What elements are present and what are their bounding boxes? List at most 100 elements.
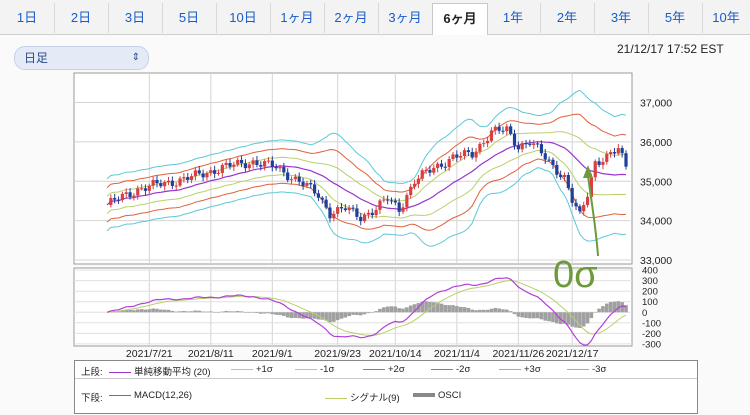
x-tick-label: 2021/11/26	[492, 348, 544, 360]
osci-bar	[362, 312, 367, 315]
candle-body	[239, 159, 244, 164]
candle-body	[116, 199, 121, 201]
osci-bar	[481, 309, 486, 313]
candle-body	[559, 174, 563, 178]
tab-0[interactable]: 1日	[0, 3, 55, 33]
upper-y-ticks: 37,000 36,000 35,000 34,000 33,000	[640, 98, 672, 268]
legend-item-minus2: -2σ	[431, 364, 470, 375]
osci-bar	[604, 303, 609, 313]
osci-bar	[243, 312, 248, 313]
candle-body	[155, 179, 159, 184]
osci-bar	[435, 302, 440, 313]
candle-body	[170, 180, 174, 186]
tab-1[interactable]: 2日	[54, 3, 109, 33]
candle-body	[489, 130, 494, 141]
upper-y-tick-label: 37,000	[640, 98, 672, 110]
osci-bar	[128, 309, 132, 313]
candle-body	[247, 164, 251, 169]
candle-body	[313, 184, 317, 194]
osci-bar	[597, 308, 601, 313]
osci-bar	[266, 312, 271, 314]
candle-body	[339, 207, 344, 209]
osci-bar	[501, 309, 505, 313]
candle-body	[393, 200, 397, 203]
osci-bar	[174, 311, 178, 313]
osci-bar	[478, 309, 482, 313]
candle-body	[532, 143, 536, 146]
candle-body	[505, 126, 509, 132]
osci-bar	[616, 301, 621, 313]
chart-legend: 上段: 単純移動平均 (20) +1σ -1σ +2σ -2σ +3σ -3σ …	[74, 360, 698, 414]
lower-y-tick-label: -300	[642, 339, 661, 350]
candle-body	[347, 207, 351, 211]
osci-bar	[466, 307, 471, 313]
candle-body	[386, 199, 390, 201]
osci-bar	[262, 312, 267, 314]
candle-body	[482, 143, 486, 145]
tab-11[interactable]: 3年	[594, 3, 649, 33]
candle-body	[451, 154, 455, 160]
osci-bar	[443, 304, 448, 313]
osci-bar	[193, 310, 198, 313]
candle-body	[324, 199, 328, 208]
period-select[interactable]: 日足 ⇕	[14, 46, 149, 70]
osci-bar	[497, 308, 501, 313]
tab-4[interactable]: 10日	[216, 3, 271, 33]
candle-body	[509, 126, 513, 134]
candle-body	[166, 180, 171, 183]
tab-12[interactable]: 5年	[648, 3, 703, 33]
candle-body	[570, 187, 574, 203]
candle-body	[405, 195, 409, 208]
candle-body	[528, 144, 532, 146]
osci-bar	[224, 310, 228, 313]
osci-bar	[378, 308, 382, 313]
stock-chart: 37,000 36,000 35,000 34,000 33,000 400300200…	[73, 72, 672, 360]
osci-bar	[285, 312, 290, 318]
annotation-label: 0σ	[553, 254, 598, 296]
candle-body	[578, 206, 582, 212]
x-ticks: 2021/7/21 2021/8/11 2021/9/1 2021/9/23 2021/…	[126, 348, 599, 360]
tab-13[interactable]: 10年	[702, 3, 750, 33]
osci-bar	[366, 312, 371, 314]
osci-bar	[485, 309, 490, 313]
legend-item-sma: 単純移動平均 (20)	[109, 364, 211, 378]
candle-body	[374, 209, 378, 216]
candle-body	[455, 154, 459, 158]
osci-bar	[370, 312, 375, 313]
osci-bar	[566, 312, 571, 325]
candle-body	[128, 192, 132, 198]
annotation-arrow	[587, 175, 599, 257]
candle-body	[486, 140, 490, 144]
osci-bar	[489, 308, 494, 313]
tab-3[interactable]: 5日	[162, 3, 217, 33]
candle-body	[401, 207, 405, 212]
legend-item-plus2: +2σ	[363, 364, 405, 375]
band-plus1	[106, 131, 627, 202]
osci-bar	[185, 311, 190, 313]
osci-bar	[347, 312, 351, 317]
candle-body	[293, 176, 297, 180]
osci-bar	[147, 309, 152, 313]
upper-y-tick-label: 36,000	[640, 137, 672, 149]
candle-body	[478, 143, 482, 152]
legend-upper-label: 上段:	[81, 367, 103, 378]
tab-10[interactable]: 2年	[540, 3, 595, 33]
signal-line	[106, 279, 627, 336]
osci-bar	[620, 302, 624, 313]
candle-body	[266, 160, 271, 162]
tab-2[interactable]: 3日	[108, 3, 163, 33]
osci-bar	[209, 311, 213, 313]
candle-body	[605, 154, 609, 162]
osci-bar	[335, 312, 340, 321]
tab-5[interactable]: 1ヶ月	[270, 3, 325, 33]
tab-9[interactable]: 1年	[486, 3, 541, 33]
x-tick-label: 2021/7/21	[126, 348, 173, 360]
osci-bar	[397, 308, 401, 313]
osci-bar	[528, 312, 532, 319]
candle-body	[412, 183, 417, 187]
osci-bar	[547, 312, 551, 322]
upper-candles	[109, 122, 628, 226]
lower-y-tick-label: 200	[642, 287, 658, 298]
candle-body	[474, 151, 478, 158]
tab-6[interactable]: 2ヶ月	[324, 3, 379, 33]
